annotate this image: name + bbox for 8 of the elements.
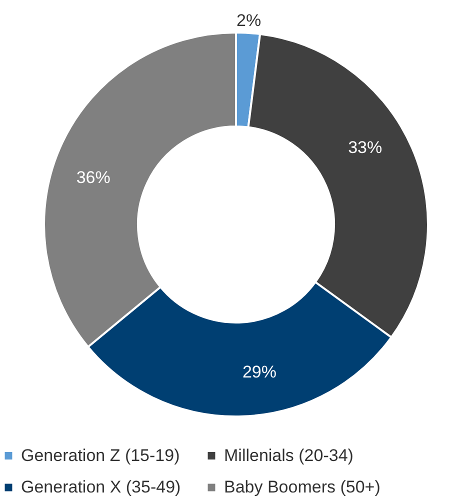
data-label: 2% — [236, 10, 262, 30]
legend-label: Baby Boomers (50+) — [224, 478, 380, 496]
legend-label: Generation Z (15-19) — [21, 446, 180, 465]
data-label: 33% — [348, 138, 382, 158]
legend-label: Millenials (20-34) — [224, 446, 354, 465]
data-label: 29% — [242, 362, 276, 382]
data-label: 36% — [76, 168, 110, 188]
legend-label: Generation X (35-49) — [21, 478, 181, 496]
